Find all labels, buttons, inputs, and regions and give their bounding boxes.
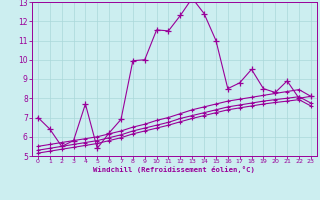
X-axis label: Windchill (Refroidissement éolien,°C): Windchill (Refroidissement éolien,°C) xyxy=(93,166,255,173)
